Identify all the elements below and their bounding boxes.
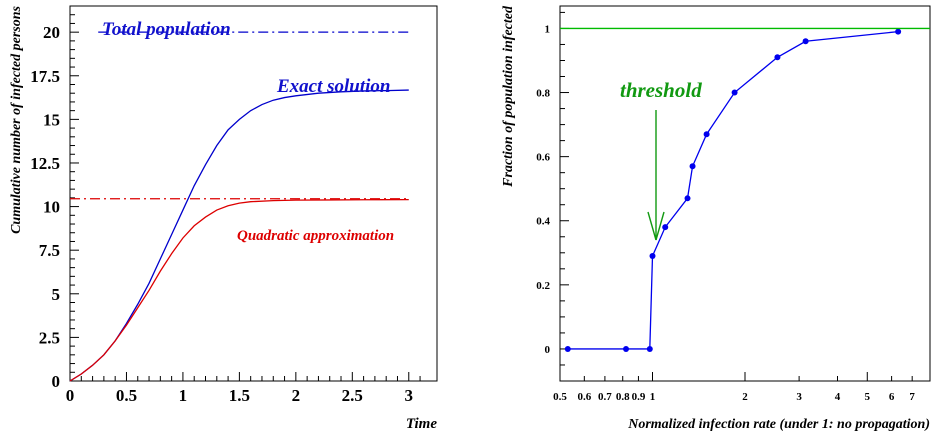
left-y-tick-label: 7.5 xyxy=(39,241,60,260)
right-x-tick-label: 2 xyxy=(742,391,748,403)
right-y-tick-label: 0.8 xyxy=(536,88,550,100)
right-data-point xyxy=(684,195,691,202)
left-series-line-1 xyxy=(69,198,409,382)
right-x-tick-label: 3 xyxy=(796,391,802,403)
right-data-point xyxy=(662,224,669,231)
threshold-arrow xyxy=(647,110,665,241)
left-y-tick-label: 12.5 xyxy=(30,154,60,173)
left-x-tick-label: 3 xyxy=(405,386,414,405)
left-annotation-total-population: Total population xyxy=(102,19,231,40)
right-data-point xyxy=(646,345,653,352)
right-y-tick-label: 0.4 xyxy=(536,216,550,228)
right-series-line-0 xyxy=(567,30,899,350)
right-data-point xyxy=(895,28,902,35)
left-x-tick-label: 2.5 xyxy=(342,386,363,405)
left-plot-frame xyxy=(69,5,438,382)
right-x-tick-label: 0.6 xyxy=(577,391,591,403)
left-y-tick-label: 20 xyxy=(43,23,60,42)
left-x-tick-label: 2 xyxy=(292,386,301,405)
right-data-point xyxy=(703,131,710,138)
left-y-tick-label: 17.5 xyxy=(30,67,60,86)
left-x-tick-label: 1.5 xyxy=(229,386,250,405)
left-y-axis-label: Cumulative number of infected persons xyxy=(9,5,24,233)
right-data-point xyxy=(623,345,630,352)
right-plot-frame xyxy=(559,5,931,382)
right-y-tick-label: 1 xyxy=(545,23,551,35)
right-data-point xyxy=(649,253,656,259)
left-y-tick-label: 5 xyxy=(52,285,61,304)
right-x-tick-label: 6 xyxy=(889,391,895,403)
right-x-tick-label: 0.5 xyxy=(553,391,567,403)
right-y-tick-label: 0.2 xyxy=(536,280,550,292)
right-data-point xyxy=(802,38,809,45)
right-x-tick-label: 0.8 xyxy=(616,391,630,403)
left-chart: 0 0.5 1 1.5 2 2.5 3 0 2.5 5 7.5 10 12.5 15 17.5 20 Tota… xyxy=(9,5,438,432)
right-data-point xyxy=(731,89,738,96)
right-x-tick-label: 0.7 xyxy=(598,391,612,403)
left-x-tick-label: 0.5 xyxy=(116,386,137,405)
left-annotation-exact-solution: Exact solution xyxy=(276,76,391,97)
right-x-axis-label: Normalized infection rate (under 1: no p… xyxy=(627,417,930,432)
left-y-tick-label: 0 xyxy=(52,372,61,391)
right-chart: 0.5 0.6 0.7 0.8 0.9 1 2 3 4 5 6 700.20.40.60.81 thr… xyxy=(501,5,931,432)
left-x-tick-label: 1 xyxy=(179,386,188,405)
right-data-point xyxy=(564,345,571,352)
right-x-tick-label: 5 xyxy=(865,391,871,403)
left-y-tick-label: 10 xyxy=(43,198,60,217)
right-x-tick-label: 7 xyxy=(909,391,915,403)
left-x-axis-label: Time xyxy=(406,416,437,432)
left-annotation-quadratic-approximation: Quadratic approximation xyxy=(237,228,394,244)
right-data-point xyxy=(774,54,781,61)
threshold-annotation: threshold xyxy=(620,78,702,102)
left-y-tick-label: 15 xyxy=(43,110,60,129)
right-data-point xyxy=(689,163,696,170)
right-x-tick-label: 0.9 xyxy=(632,391,646,403)
right-y-tick-label: 0 xyxy=(545,344,551,356)
right-y-axis-label: Fraction of population infected xyxy=(501,5,516,188)
left-x-tick-label: 0 xyxy=(66,386,75,405)
left-y-tick-label: 2.5 xyxy=(39,328,60,347)
right-y-tick-label: 0.6 xyxy=(536,152,550,164)
right-x-tick-label: 1 xyxy=(650,391,656,403)
right-x-tick-label: 4 xyxy=(835,391,841,403)
